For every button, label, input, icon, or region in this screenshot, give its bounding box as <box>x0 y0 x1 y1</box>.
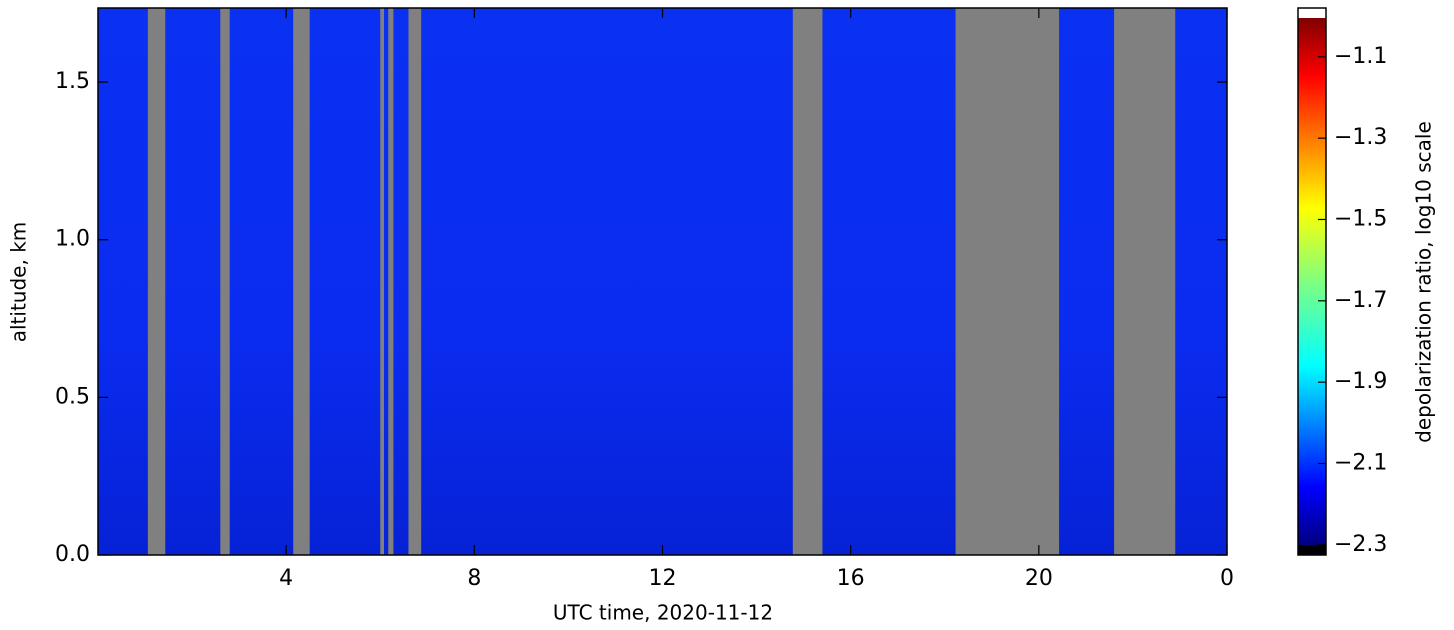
colorbar-frame <box>1297 7 1327 556</box>
no-data-band <box>388 8 394 555</box>
no-data-band <box>408 8 422 555</box>
colorbar-label: depolarization ratio, log10 scale <box>1412 121 1436 443</box>
colorbar-over <box>1298 8 1326 18</box>
x-axis-label: UTC time, 2020-11-12 <box>553 601 773 625</box>
no-data-band <box>955 8 1060 555</box>
no-data-band <box>147 8 166 555</box>
no-data-band <box>1114 8 1176 555</box>
x-tick-label: 4 <box>279 566 293 591</box>
y-tick-label: 1.0 <box>55 227 90 252</box>
colorbar-tick-label: −1.5 <box>1334 206 1387 231</box>
colorbar <box>1298 18 1326 545</box>
x-tick-label: 12 <box>649 566 677 591</box>
x-tick-label: 16 <box>837 566 865 591</box>
x-tick-label: 0 <box>1220 566 1234 591</box>
y-tick-label: 1.5 <box>55 69 90 94</box>
no-data-band <box>293 8 310 555</box>
colorbar-under <box>1298 545 1326 555</box>
x-tick-label: 8 <box>467 566 481 591</box>
no-data-band <box>220 8 230 555</box>
colorbar-tick-label: −2.3 <box>1334 532 1387 557</box>
y-axis-label: altitude, km <box>7 222 31 343</box>
y-tick-label: 0.0 <box>55 542 90 567</box>
colorbar-tick-label: −2.1 <box>1334 450 1387 475</box>
no-data-band <box>380 8 385 555</box>
x-tick-label: 20 <box>1025 566 1053 591</box>
y-tick-label: 0.5 <box>55 384 90 409</box>
no-data-band <box>792 8 823 555</box>
colorbar-tick-label: −1.9 <box>1334 369 1387 394</box>
colorbar-tick-label: −1.7 <box>1334 288 1387 313</box>
colorbar-tick-label: −1.3 <box>1334 125 1387 150</box>
colorbar-tick-label: −1.1 <box>1334 44 1387 69</box>
